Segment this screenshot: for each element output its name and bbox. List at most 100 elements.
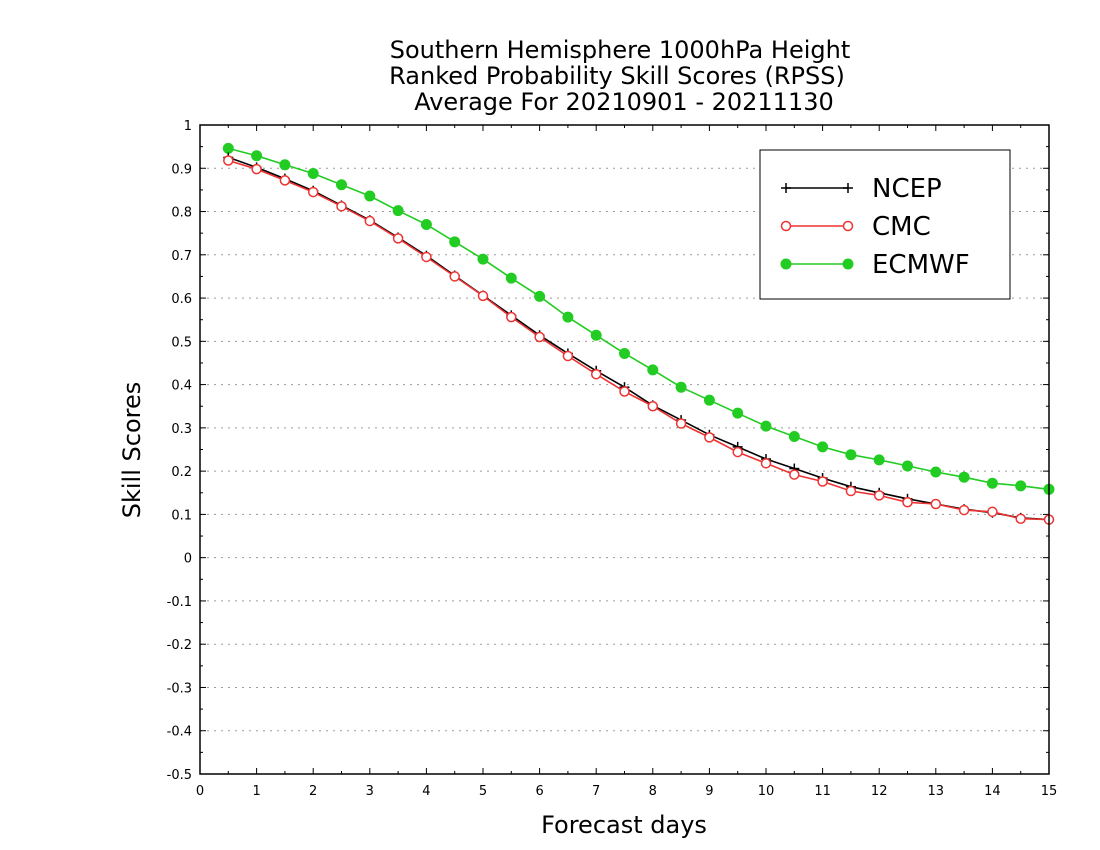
legend-marker-ncep xyxy=(781,183,791,193)
data-point-ecmwf xyxy=(703,394,715,406)
legend: NCEP CMC ECMWF xyxy=(759,149,1011,300)
y-axis-label: Skill Scores xyxy=(118,382,146,519)
x-tick-label: 10 xyxy=(758,784,775,799)
data-point-cmc xyxy=(251,163,262,175)
x-tick-label: 12 xyxy=(871,784,888,799)
y-tick-label: -0.2 xyxy=(167,638,192,653)
x-tick-label: 7 xyxy=(592,784,600,799)
data-point-cmc xyxy=(506,311,517,323)
x-tick-label: 2 xyxy=(309,784,317,799)
data-point-ecmwf xyxy=(788,431,800,443)
chart-title-line-1: Southern Hemisphere 1000hPa Height xyxy=(390,36,850,64)
chart-title-line-3: Average For 20210901 - 20211130 xyxy=(414,88,834,116)
data-point-ecmwf xyxy=(647,364,659,376)
data-point-ecmwf xyxy=(1015,480,1027,492)
x-tick-label: 6 xyxy=(535,784,543,799)
data-point-ecmwf xyxy=(420,219,432,231)
series-cmc xyxy=(223,155,1055,525)
data-point-cmc xyxy=(647,400,659,412)
y-tick-label: -0.4 xyxy=(167,725,192,740)
data-point-cmc xyxy=(421,251,432,263)
y-tick-label: -0.1 xyxy=(167,595,192,610)
data-point-cmc xyxy=(930,498,942,510)
legend-marker-cmc xyxy=(780,220,792,232)
legend-label-ecmwf: ECMWF xyxy=(872,250,970,280)
legend-marker-cmc xyxy=(842,220,854,232)
data-point-cmc xyxy=(534,331,545,343)
legend-marker-ecmwf xyxy=(842,258,854,270)
data-point-ecmwf xyxy=(505,272,517,284)
x-tick-label: 3 xyxy=(366,784,374,799)
data-point-cmc xyxy=(392,233,404,244)
data-point-ecmwf xyxy=(364,190,376,202)
legend-box xyxy=(759,149,1011,300)
data-point-cmc xyxy=(562,350,574,362)
data-point-ecmwf xyxy=(760,420,772,432)
data-point-ecmwf xyxy=(732,407,744,419)
plot-frame xyxy=(199,124,1050,775)
data-point-ecmwf xyxy=(675,381,687,393)
tick-labels: -0.5 -0.4 -0.3 -0.2 -0.1 0 0.1 0.2 0.3 0.4 0.5 0.6 0… xyxy=(167,119,1058,799)
data-point-cmc xyxy=(987,506,998,518)
data-point-ecmwf xyxy=(619,347,630,359)
data-point-cmc xyxy=(732,446,743,458)
data-point-ecmwf xyxy=(534,290,546,302)
series-ecmwf xyxy=(222,142,1055,495)
data-point-cmc xyxy=(590,368,602,380)
data-point-ecmwf xyxy=(279,159,291,171)
data-point-ecmwf xyxy=(336,179,347,191)
legend-item-ecmwf: ECMWF xyxy=(780,250,970,280)
x-tick-label: 8 xyxy=(649,784,657,799)
data-point-cmc xyxy=(789,469,800,480)
data-point-ecmwf xyxy=(449,236,461,248)
data-point-ecmwf xyxy=(902,460,913,472)
data-point-cmc xyxy=(449,271,460,282)
y-tick-label: 1 xyxy=(184,119,192,134)
chart-title: Southern Hemisphere 1000hPa Height Ranke… xyxy=(389,36,850,116)
y-tick-label: 0 xyxy=(184,552,192,567)
data-point-cmc xyxy=(873,490,885,501)
data-point-cmc xyxy=(619,386,630,397)
data-point-ecmwf xyxy=(392,205,404,217)
data-point-cmc xyxy=(279,175,291,186)
data-point-cmc xyxy=(817,476,828,487)
data-point-ecmwf xyxy=(986,477,998,489)
y-tick-label: 0.7 xyxy=(171,249,192,264)
data-point-cmc xyxy=(675,418,687,429)
y-tick-label: 0.3 xyxy=(171,422,192,437)
x-tick-label: 15 xyxy=(1041,784,1058,799)
x-tick-label: 11 xyxy=(814,784,831,799)
x-tick-label: 14 xyxy=(984,784,1001,799)
legend-label-cmc: CMC xyxy=(872,212,931,242)
data-point-cmc xyxy=(845,485,857,497)
data-point-ecmwf xyxy=(958,471,970,483)
y-tick-label: -0.5 xyxy=(167,768,192,783)
y-tick-label: -0.3 xyxy=(167,681,192,696)
x-tick-label: 9 xyxy=(705,784,713,799)
y-tick-label: 0.8 xyxy=(171,206,192,221)
y-tick-label: 0.2 xyxy=(171,465,192,480)
data-point-cmc xyxy=(223,155,234,166)
series-layer xyxy=(222,142,1055,525)
data-point-cmc xyxy=(364,215,376,227)
legend-item-cmc: CMC xyxy=(780,212,931,242)
legend-label-ncep: NCEP xyxy=(872,174,942,204)
data-point-ecmwf xyxy=(477,253,489,265)
data-point-cmc xyxy=(307,186,319,198)
x-tick-label: 5 xyxy=(479,784,487,799)
y-tick-label: 0.9 xyxy=(171,162,192,177)
data-point-cmc xyxy=(1015,513,1026,524)
data-point-cmc xyxy=(958,504,970,516)
data-point-ecmwf xyxy=(307,167,319,179)
x-tick-label: 1 xyxy=(252,784,260,799)
data-point-ecmwf xyxy=(562,311,574,323)
data-point-ecmwf xyxy=(873,454,885,466)
x-tick-label: 4 xyxy=(422,784,430,799)
y-tick-label: 0.4 xyxy=(171,379,192,394)
data-point-ecmwf xyxy=(930,466,942,478)
chart-title-line-2: Ranked Probability Skill Scores (RPSS) xyxy=(389,62,845,90)
data-point-ecmwf xyxy=(251,150,263,162)
data-point-ecmwf xyxy=(817,441,829,453)
data-point-ecmwf xyxy=(590,329,602,341)
